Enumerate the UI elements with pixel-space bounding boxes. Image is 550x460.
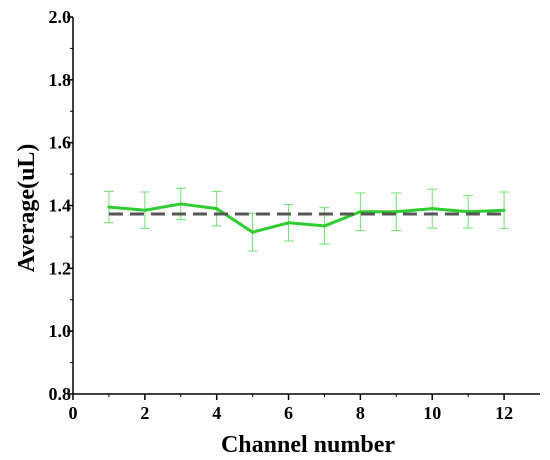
y-tick-label: 0.8 (49, 384, 72, 404)
data-point (215, 207, 219, 211)
x-tick-label: 10 (423, 403, 441, 423)
data-point (143, 208, 147, 212)
data-point (430, 207, 434, 211)
y-tick-label: 1.8 (49, 70, 72, 90)
x-axis-ticks: 0 2 4 6 8 10 12 (69, 394, 513, 423)
x-axis-title: Channel number (221, 432, 395, 458)
x-tick-label: 4 (212, 403, 221, 423)
x-tick-label: 12 (495, 403, 513, 423)
x-tick-label: 0 (69, 403, 78, 423)
data-point (287, 221, 291, 225)
x-tick-label: 6 (284, 403, 293, 423)
y-axis-ticks: 0.8 1.0 1.2 1.4 1.6 1.8 2.0 (49, 7, 73, 404)
y-axis-title: Average(uL) (14, 144, 40, 273)
x-tick-label: 2 (140, 403, 149, 423)
series-line (108, 202, 505, 234)
data-point (502, 208, 506, 212)
data-point (107, 205, 111, 209)
y-tick-label: 1.4 (49, 196, 72, 216)
data-point (251, 230, 255, 234)
y-tick-label: 2.0 (49, 7, 72, 27)
y-tick-label: 1.6 (49, 133, 72, 153)
plot-marks (103, 187, 510, 252)
data-point (322, 224, 326, 228)
y-tick-label: 1.0 (49, 321, 72, 341)
y-tick-label: 1.2 (49, 258, 72, 278)
x-tick-label: 8 (356, 403, 365, 423)
data-point (179, 202, 183, 206)
